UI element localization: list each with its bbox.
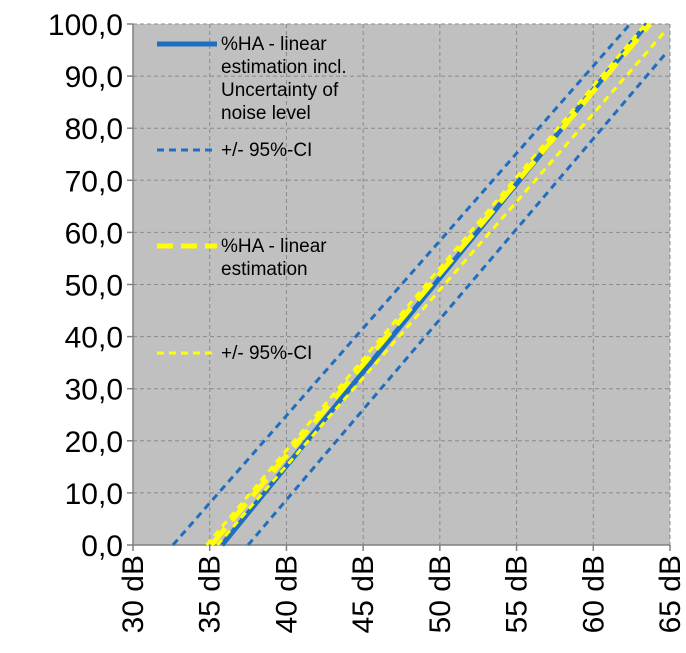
y-tick-label: 40,0 [65,322,123,355]
y-tick-label: 90,0 [65,61,123,94]
x-tick-label: 60 dB [577,555,610,633]
legend-label: noise level [221,103,311,124]
x-axis-tick-labels: 30 dB 35 dB 40 dB 45 dB 50 dB 55 dB 60 dB 65 dB [117,555,686,633]
legend-label: %HA - linear [221,34,327,55]
y-tick-label: 30,0 [65,374,123,407]
y-tick-label: 70,0 [65,165,123,198]
y-tick-label: 10,0 [65,478,123,511]
x-tick-label: 50 dB [424,555,457,633]
series-line-5 [205,23,647,546]
x-tick-label: 65 dB [654,555,686,633]
x-tick-label: 45 dB [347,555,380,633]
series-layer [171,22,669,547]
x-tick-label: 40 dB [270,555,303,633]
legend-label: Uncertainty of [221,80,339,101]
y-tick-label: 80,0 [65,113,123,146]
y-tick-label: 100,0 [48,9,123,42]
series-line-2 [171,23,632,546]
y-tick-label: 60,0 [65,217,123,250]
legend-label: +/- 95%-CI [221,343,312,364]
y-tick-label: 50,0 [65,270,123,303]
legend-label: +/- 95%-CI [221,140,312,161]
x-tick-label: 55 dB [501,555,534,633]
y-tick-label: 0,0 [81,530,123,563]
x-tick-label: 30 dB [117,555,150,633]
legend-label: %HA - linear [221,236,327,257]
legend-label: estimation [221,259,308,280]
series-line-1 [220,22,649,547]
series-line-6 [216,28,669,546]
series-line-4 [209,22,653,547]
y-tick-label: 20,0 [65,426,123,459]
legend-label: estimation incl. [221,57,347,78]
x-tick-label: 35 dB [194,555,227,633]
y-axis-tick-labels: 0,0 10,0 20,0 30,0 40,0 50,0 60,0 70,0 80,0 90,0 1… [48,9,123,563]
